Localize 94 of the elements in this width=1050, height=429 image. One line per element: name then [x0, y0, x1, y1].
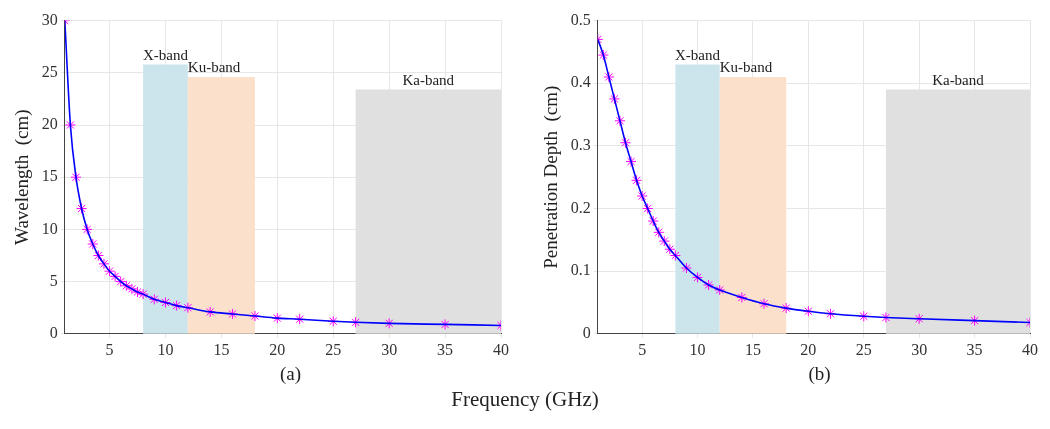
point	[120, 280, 132, 292]
line-series	[597, 38, 1030, 324]
point	[631, 174, 643, 186]
x-tick-label: 20	[800, 340, 817, 358]
x-tick-label: 30	[911, 340, 928, 358]
y-tick-label: 0.3	[570, 136, 591, 154]
point	[608, 93, 620, 105]
point	[736, 291, 748, 303]
text: (a)	[278, 363, 303, 385]
point	[636, 190, 648, 202]
point	[249, 310, 261, 322]
x-tick-label: 10	[157, 340, 174, 358]
y-tick-label: 25	[41, 63, 58, 80]
point	[137, 288, 149, 300]
point	[294, 313, 306, 325]
band-label: Ka-band	[402, 71, 455, 88]
y-tick-label: 5	[49, 271, 58, 289]
point	[597, 49, 609, 61]
text: (b)	[807, 363, 832, 385]
x-axis-title: Frequency (GHz)	[450, 387, 600, 412]
point	[614, 115, 626, 127]
y-tick-label: 0	[49, 324, 58, 341]
point	[802, 305, 814, 317]
y-tick-label: 0	[582, 324, 591, 341]
point	[969, 315, 981, 327]
point	[780, 302, 792, 314]
y-tick-label: 0.5	[570, 10, 591, 28]
point	[115, 276, 127, 288]
point	[126, 283, 138, 295]
x-tick-label: 30	[381, 340, 398, 358]
point	[92, 250, 104, 261]
band-label: X-band	[675, 46, 721, 63]
y-axis-title: Wavelength (cm)	[11, 109, 34, 246]
point	[664, 243, 676, 255]
point	[159, 296, 171, 308]
point	[98, 258, 110, 270]
point	[182, 302, 194, 314]
point	[603, 71, 615, 83]
x-tick-label: 15	[213, 340, 230, 358]
point	[204, 306, 216, 318]
point	[350, 316, 362, 328]
point	[669, 250, 681, 261]
point	[692, 271, 704, 283]
x-tick-label: 15	[744, 340, 761, 358]
point	[647, 215, 659, 227]
y-tick-label: 20	[41, 115, 58, 133]
band-label: Ku-band	[187, 59, 241, 76]
point	[64, 119, 76, 131]
y-tick-label: 10	[41, 219, 58, 237]
point	[620, 137, 632, 149]
point	[625, 156, 637, 168]
x-tick-label: 20	[269, 340, 286, 358]
point	[227, 308, 239, 320]
point	[327, 315, 339, 327]
y-tick-label: 30	[41, 10, 58, 28]
x-tick-label: 40	[1022, 340, 1038, 358]
x-tick-label: 40	[493, 340, 509, 358]
point	[858, 310, 870, 322]
y-tick-label: 0.2	[570, 198, 591, 216]
point	[439, 318, 451, 330]
point	[148, 293, 160, 305]
y-tick-label: 15	[41, 167, 58, 185]
x-tick-label: 5	[105, 340, 114, 358]
point	[87, 238, 99, 250]
x-tick-label: 25	[855, 340, 872, 358]
x-tick-label: 5	[638, 340, 647, 358]
band-label: X-band	[142, 46, 189, 63]
x-tick-label: 25	[325, 340, 342, 358]
point	[714, 284, 726, 296]
point	[825, 308, 837, 320]
point	[680, 262, 692, 274]
point	[642, 203, 654, 215]
point	[70, 171, 82, 183]
point	[104, 265, 116, 277]
point	[76, 203, 88, 215]
point	[653, 226, 665, 238]
point	[913, 313, 925, 325]
point	[383, 317, 395, 329]
band-label: Ka-band	[932, 71, 985, 88]
y-tick-label: 0.1	[570, 261, 591, 279]
point	[171, 300, 183, 312]
x-tick-label: 10	[689, 340, 706, 358]
band-label: Ku-band	[719, 59, 773, 76]
y-axis-title: Penetration Depth (cm)	[540, 85, 563, 269]
point	[132, 286, 143, 298]
point	[109, 270, 121, 282]
point	[81, 223, 93, 235]
point	[271, 312, 283, 324]
x-tick-label: 35	[437, 340, 454, 358]
point	[658, 235, 670, 247]
x-tick-label: 35	[966, 340, 983, 358]
point	[758, 298, 770, 310]
point	[703, 279, 715, 291]
y-tick-label: 0.4	[570, 73, 591, 91]
